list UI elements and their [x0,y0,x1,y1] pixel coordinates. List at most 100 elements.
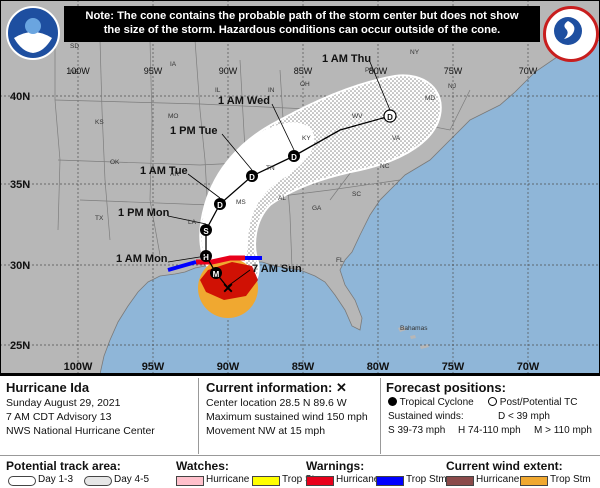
lat-label: 30N [10,260,30,272]
note-line-1: Note: The cone contains the probable pat… [85,10,519,22]
latitude-labels: 40N 35N 30N 25N [10,91,30,352]
lon-label: 80W [367,361,390,373]
divider [0,455,600,456]
current-info-heading: Current information: ✕ [206,380,347,396]
lon-label: 85W [292,361,315,373]
lon-label: 100W [64,361,93,373]
mexico-coast [0,300,100,374]
longitude-labels-top: 100W 95W 90W 85W 80W 75W 70W [66,66,538,76]
lon-label: 95W [142,361,165,373]
cone-disclaimer-note: Note: The cone contains the probable pat… [64,6,540,42]
day4-5-swatch [84,476,112,486]
current-info-x-symbol: ✕ [336,380,347,395]
state-label: TX [95,215,104,222]
lon-label: 90W [219,66,238,76]
bahamas-islands [398,326,429,349]
advisory-number: 7 AM CDT Advisory 13 [6,411,112,423]
state-label: AL [278,195,286,202]
state-label: KS [95,119,104,126]
state-label: IA [170,61,177,68]
state-label: FL [336,257,344,264]
state-label: MO [168,113,178,120]
state-label: NE [70,69,80,76]
post-tc-legend: Post/Potential TC [488,397,577,408]
forecast-symbol: H [203,253,209,262]
time-label: 1 AM Tue [140,165,188,177]
issuing-center: NWS National Hurricane Center [6,425,155,437]
state-label: KY [302,135,311,142]
warnings-title: Warnings: [306,459,365,473]
noaa-logo [6,6,60,60]
state-label: LA [188,219,197,226]
lon-label: 95W [144,66,163,76]
trop-watch-label: Trop Stm [282,474,323,485]
day1-3-swatch [8,476,36,486]
time-label: 1 AM Mon [116,253,168,265]
state-label: OH [300,81,310,88]
wind-class-m: M > 110 mph [534,425,592,436]
state-label: SC [352,191,361,198]
day1-3-label: Day 1-3 [38,474,74,485]
forecast-positions-heading: Forecast positions: [386,380,506,395]
center-location: Center location 28.5 N 89.6 W [206,397,347,409]
forecast-symbol: D [387,113,393,122]
place-label: Bahamas [400,325,428,332]
forecast-points: D D D D S H M [200,109,397,279]
time-label: 7 AM Sun [252,263,302,275]
state-label: MS [236,199,246,206]
post-tc-label: Post/Potential TC [499,397,578,408]
tropical-cyclone-label: Tropical Cyclone [399,397,474,408]
state-label: WV [352,113,363,120]
max-wind: Maximum sustained wind 150 mph [206,411,368,423]
storm-name: Hurricane Ida [6,380,90,395]
divider [198,378,199,454]
hurricane-warning-label: Hurricane [336,474,380,485]
hurricane-warning-swatch [306,476,334,486]
forecast-map: D D D D S H M ✕ [0,0,600,374]
hurricane-watch-label: Hurricane [206,474,250,485]
time-label: 1 PM Mon [118,207,170,219]
info-panel: Hurricane Ida Sunday August 29, 2021 7 A… [0,374,600,488]
divider [380,378,381,454]
state-label: VA [392,135,401,142]
map-panel: D D D D S H M ✕ [0,0,600,374]
lon-label: 80W [369,66,388,76]
lat-label: 35N [10,179,30,191]
state-label: GA [312,205,322,212]
state-label: IL [215,87,221,94]
longitude-labels-bottom: 100W 95W 90W 85W 80W 75W 70W [64,361,540,373]
watches-title: Watches: [176,459,229,473]
tropical-cyclone-legend: Tropical Cyclone [388,397,474,408]
time-label: 1 PM Tue [170,125,217,137]
hurricane-wind-label: Hurricane [476,474,520,485]
sustained-winds-label: Sustained winds: [388,411,464,422]
cone-day4-5 [199,74,442,292]
track-area-title: Potential track area: [6,459,121,473]
forecast-time-labels: 1 AM Thu 1 AM Wed 1 PM Tue 1 AM Tue 1 PM… [116,53,371,275]
lon-label: 70W [517,361,540,373]
state-label: OK [110,159,120,166]
wind-class-h: H 74-110 mph [458,425,521,436]
state-label: NJ [448,83,456,90]
wind-class-s: S 39-73 mph [388,425,446,436]
nws-logo-art [554,17,582,45]
current-position-marker: ✕ [222,280,234,296]
lat-label: 40N [10,91,30,103]
state-label: NY [410,49,420,56]
state-label: IN [268,87,275,94]
time-label: 1 AM Thu [322,53,371,65]
hurricane-warning-coast [196,255,245,265]
lon-label: 85W [294,66,313,76]
lon-label: 75W [442,361,465,373]
lon-label: 70W [519,66,538,76]
open-circle-icon [488,397,497,406]
state-label: NC [380,163,390,170]
storm-date: Sunday August 29, 2021 [6,397,121,409]
trop-warning-label: Trop Stm [406,474,447,485]
cone-day1-3 [201,122,315,291]
movement: Movement NW at 15 mph [206,425,326,437]
time-label: 1 AM Wed [218,95,270,107]
lat-label: 25N [10,340,30,352]
state-label: TN [266,165,275,172]
